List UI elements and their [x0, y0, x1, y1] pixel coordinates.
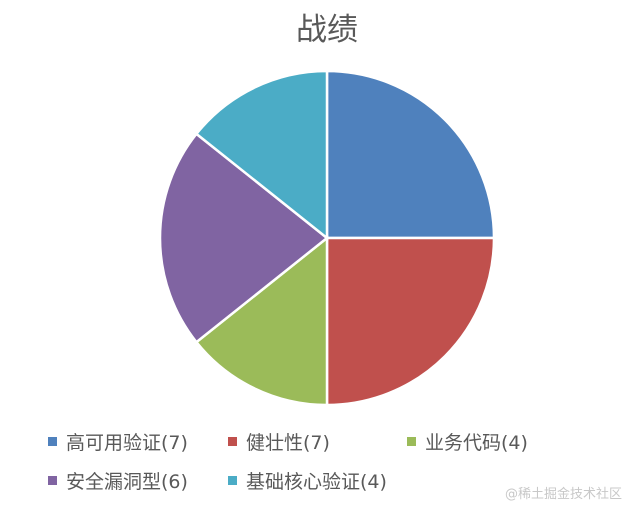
pie-slice-1	[325, 69, 496, 240]
legend-label: 基础核心验证(4)	[246, 471, 387, 493]
chart-title: 战绩	[296, 12, 358, 48]
legend-item: 健壮性(7)	[228, 428, 330, 455]
legend-label: 高可用验证(7)	[66, 432, 188, 454]
legend-swatch	[48, 476, 57, 485]
legend-swatch	[48, 437, 57, 446]
legend-swatch	[228, 476, 237, 485]
legend-label: 安全漏洞型(6)	[66, 471, 188, 493]
legend-swatch	[228, 437, 237, 446]
legend-label: 健壮性(7)	[246, 432, 330, 454]
legend-item: 高可用验证(7)	[48, 428, 188, 455]
legend-label: 业务代码(4)	[425, 432, 528, 454]
pie-slice-4	[158, 132, 330, 344]
watermark: @稀土掘金技术社区	[504, 487, 622, 502]
legend-item: 安全漏洞型(6)	[48, 467, 188, 494]
legend-item: 业务代码(4)	[407, 428, 528, 455]
pie-slice-3	[194, 235, 329, 407]
pie-slice-5	[194, 69, 329, 241]
legend-item: 基础核心验证(4)	[228, 467, 387, 494]
legend-swatch	[407, 437, 416, 446]
pie-slice-2	[325, 236, 496, 407]
